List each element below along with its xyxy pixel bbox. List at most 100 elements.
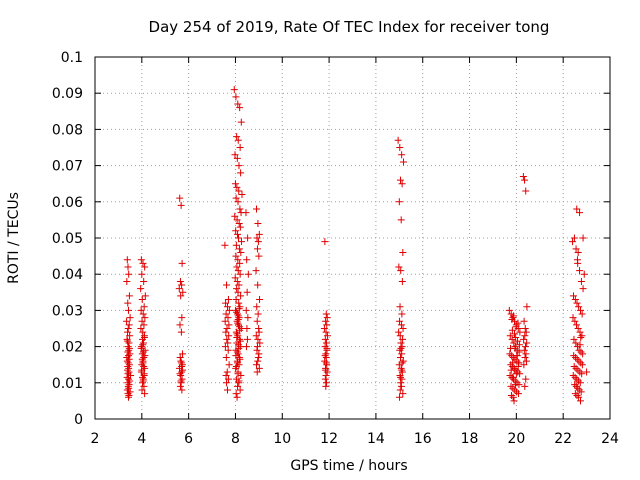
data-point [396, 353, 404, 361]
data-point [514, 319, 522, 327]
data-point [238, 238, 246, 246]
x-tick-label: 20 [507, 431, 525, 447]
x-tick-label: 4 [137, 431, 146, 447]
data-point [253, 234, 261, 242]
data-point [234, 315, 242, 323]
data-point [515, 341, 523, 349]
data-point [254, 310, 262, 318]
data-point [577, 306, 585, 314]
data-point [242, 306, 250, 314]
data-point [520, 335, 528, 343]
data-point [221, 241, 229, 249]
data-point [223, 386, 231, 394]
data-point [323, 344, 331, 352]
data-point [506, 332, 514, 340]
data-point [125, 368, 133, 376]
data-point [231, 212, 239, 220]
data-point [137, 285, 145, 293]
data-point [138, 296, 146, 304]
data-point [400, 158, 408, 166]
data-point [124, 352, 132, 360]
data-point [573, 205, 581, 213]
data-point [522, 357, 530, 365]
data-point [223, 335, 231, 343]
data-point [234, 370, 242, 378]
data-point [521, 325, 529, 332]
data-point [177, 292, 185, 300]
data-point [139, 373, 147, 381]
data-point [578, 370, 586, 378]
data-point [252, 332, 260, 340]
data-point [232, 227, 240, 235]
data-point [232, 252, 240, 260]
data-point [578, 361, 586, 369]
data-point [398, 310, 406, 318]
data-point [576, 379, 584, 387]
data-point [225, 332, 233, 340]
chart-title: Day 254 of 2019, Rate Of TEC Index for r… [149, 18, 550, 36]
data-point [243, 335, 251, 343]
y-tick-label: 0.05 [52, 231, 83, 247]
data-point [397, 216, 405, 224]
data-point [573, 355, 581, 363]
data-point [233, 348, 241, 356]
data-point [572, 353, 580, 361]
data-point [221, 343, 229, 351]
data-point [178, 375, 186, 383]
data-point [573, 391, 581, 399]
data-point [177, 201, 185, 209]
data-point [522, 375, 530, 383]
data-point [512, 323, 520, 331]
data-point [396, 393, 404, 401]
data-point [222, 328, 230, 336]
data-point [253, 205, 261, 213]
data-point [234, 136, 242, 144]
data-point [398, 180, 406, 188]
data-point [237, 248, 245, 256]
data-point [509, 373, 517, 381]
data-point [323, 332, 331, 340]
data-point [253, 317, 261, 325]
data-point [398, 277, 406, 285]
data-point [141, 263, 149, 271]
x-tick-label: 24 [601, 431, 619, 447]
data-point [233, 393, 241, 401]
data-point [123, 277, 131, 285]
data-point [506, 372, 514, 380]
data-point [570, 352, 578, 360]
data-point [235, 187, 243, 195]
data-point [222, 299, 230, 307]
data-point [521, 343, 529, 351]
data-point [576, 368, 584, 376]
data-point [579, 285, 587, 293]
data-point [577, 397, 585, 405]
data-point [123, 256, 131, 264]
data-point [127, 372, 135, 380]
x-tick-label: 12 [320, 431, 338, 447]
plot-frame [94, 56, 611, 420]
data-point [570, 363, 578, 371]
data-point [570, 335, 578, 343]
data-point [580, 270, 588, 278]
data-point [511, 344, 519, 352]
data-point [242, 209, 250, 217]
y-tick-label: 0.1 [61, 50, 83, 66]
data-point [577, 388, 585, 396]
data-point [236, 303, 244, 311]
data-point [178, 259, 186, 267]
data-point [510, 339, 518, 347]
data-points [123, 86, 591, 405]
x-tick-label: 14 [367, 431, 385, 447]
data-point [140, 277, 148, 285]
data-point [233, 183, 241, 191]
data-point [124, 375, 132, 383]
data-point [140, 321, 148, 329]
data-point [577, 277, 585, 285]
data-point [234, 288, 242, 296]
data-point [574, 248, 582, 256]
axis-ticks: 2 4 6 8 10 12 14 16 18 20 22 2400.010.020.030.040.0… [52, 50, 619, 447]
x-axis-label: GPS time / hours [290, 458, 407, 474]
data-point [175, 285, 183, 293]
data-point [224, 346, 232, 354]
data-point [223, 325, 231, 332]
